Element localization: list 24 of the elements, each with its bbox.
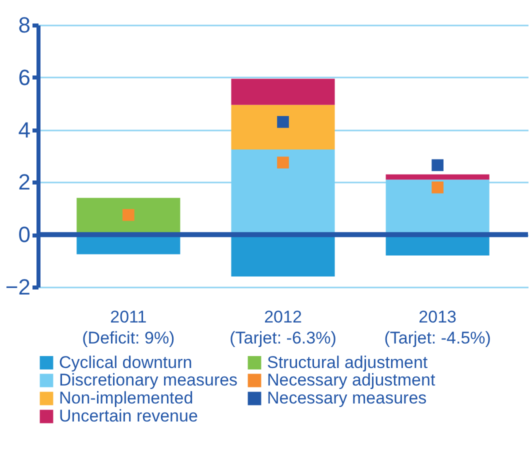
point xyxy=(277,156,289,168)
y-tick-label: 2 xyxy=(18,170,30,195)
x-tick-label: 2013 (Tarjet: -4.5%) xyxy=(384,308,491,348)
point xyxy=(432,159,444,172)
point xyxy=(277,116,289,128)
legend-label: Uncertain revenue xyxy=(59,406,198,426)
y-tick-label: 4 xyxy=(18,117,30,142)
y-tick-label: −2 xyxy=(5,274,30,300)
y-tick-label: 6 xyxy=(18,64,30,90)
y-tick-label: 8 xyxy=(18,12,30,38)
legend-label: Discretionary measures xyxy=(59,370,238,390)
legend-label: Necessary adjustment xyxy=(267,370,436,390)
bar xyxy=(231,78,335,105)
legend-label: Non-implemented xyxy=(59,388,194,408)
bar xyxy=(386,174,490,180)
x-tick-label: 2011 (Deficit: 9%) xyxy=(82,308,175,348)
legend-label: Necessary measures xyxy=(267,388,427,408)
legend-label: Cyclical downturn xyxy=(59,352,192,372)
legend-label: Structural adjustment xyxy=(267,352,428,372)
y-tick-label: 0 xyxy=(18,222,30,248)
point xyxy=(432,182,444,194)
point xyxy=(122,209,134,221)
x-tick-label: 2012 (Tarjet: -6.3%) xyxy=(230,308,336,348)
bar xyxy=(231,104,335,150)
